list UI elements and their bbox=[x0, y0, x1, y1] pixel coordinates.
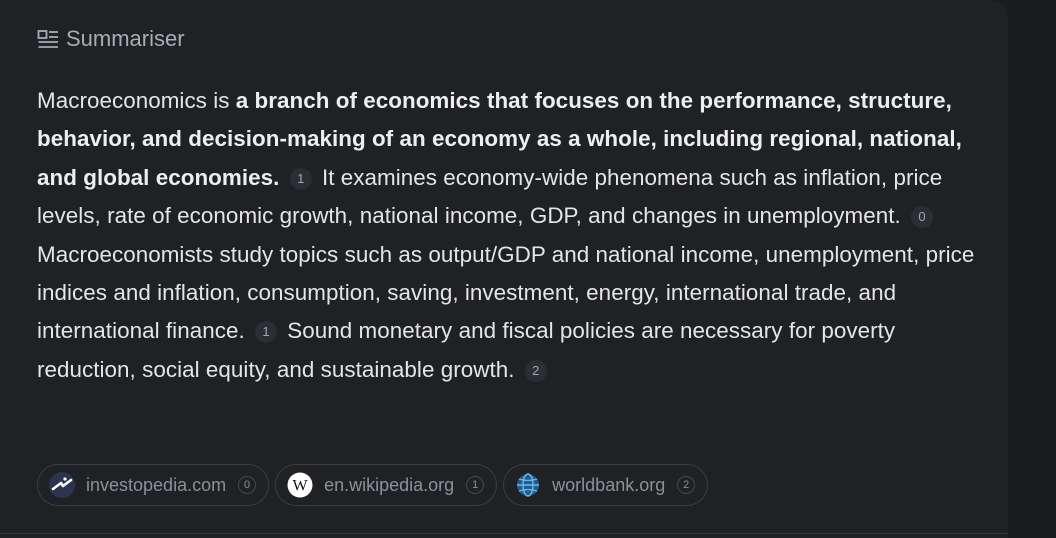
source-chip-worldbank[interactable]: worldbank.org 2 bbox=[503, 464, 709, 506]
source-chip-wikipedia[interactable]: W en.wikipedia.org 1 bbox=[275, 464, 498, 506]
source-index: 0 bbox=[238, 476, 257, 494]
summary-intro: Macroeconomics is bbox=[37, 88, 236, 113]
source-index: 2 bbox=[677, 476, 696, 494]
citation-badge[interactable]: 1 bbox=[289, 167, 312, 190]
summary-sentence: Sound monetary and fiscal policies are n… bbox=[37, 318, 896, 382]
citation-badge[interactable]: 0 bbox=[911, 206, 934, 229]
wikipedia-logo-icon: W bbox=[287, 472, 313, 498]
source-domain: investopedia.com bbox=[86, 474, 227, 495]
divider bbox=[0, 533, 1008, 534]
source-domain: worldbank.org bbox=[552, 474, 666, 495]
investopedia-logo-icon bbox=[49, 472, 75, 498]
citation-badge[interactable]: 1 bbox=[255, 321, 278, 344]
summary-text: Macroeconomics is a branch of economics … bbox=[37, 82, 982, 389]
side-strip bbox=[1008, 0, 1056, 538]
summariser-title: Summariser bbox=[66, 26, 185, 51]
source-list: investopedia.com 0 W en.wikipedia.org 1 … bbox=[37, 464, 709, 506]
summary-sentence: It examines economy-wide phenomena such … bbox=[37, 164, 943, 229]
source-domain: en.wikipedia.org bbox=[324, 474, 455, 495]
citation-badge[interactable]: 2 bbox=[524, 359, 547, 382]
source-index: 1 bbox=[466, 476, 485, 494]
summary-definition: a branch of economics that focuses on th… bbox=[37, 88, 962, 190]
summariser-panel: Summariser Macroeconomics is a branch of… bbox=[0, 26, 1008, 534]
worldbank-logo-icon bbox=[517, 473, 540, 497]
svg-text:W: W bbox=[293, 478, 309, 495]
summary-icon bbox=[37, 30, 58, 48]
summariser-header: Summariser bbox=[37, 26, 185, 52]
source-chip-investopedia[interactable]: investopedia.com 0 bbox=[37, 464, 270, 506]
summary-sentence: Macroeconomists study topics such as out… bbox=[37, 241, 975, 344]
